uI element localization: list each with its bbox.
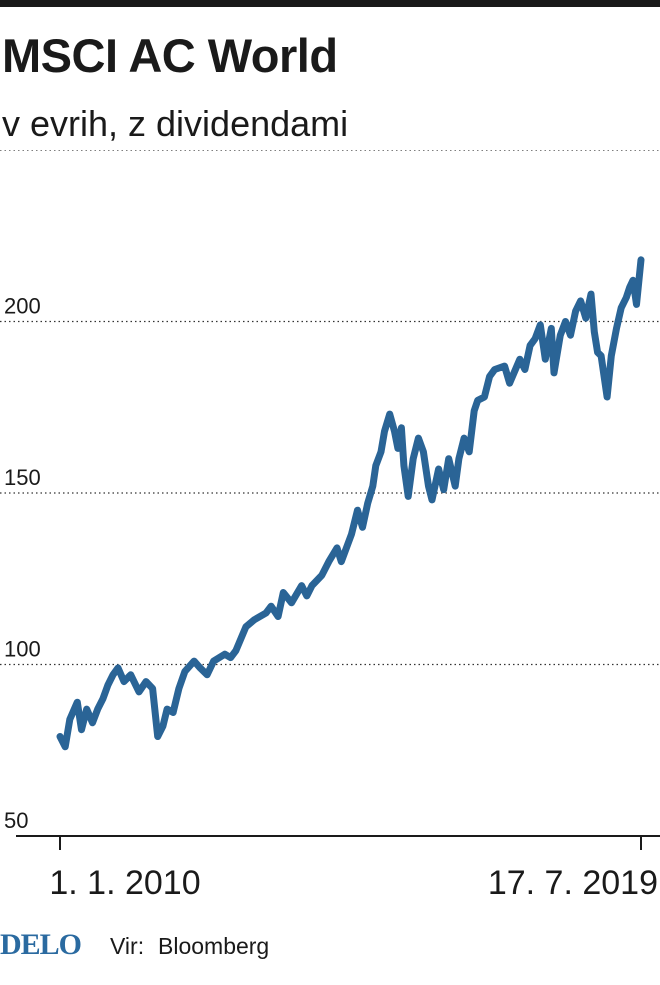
y-tick-label: 50 bbox=[4, 808, 28, 833]
y-axis-ticks: 50 100 150 200 bbox=[4, 294, 41, 834]
source-name: Bloomberg bbox=[158, 933, 270, 959]
chart-subtitle: v evrih, z dividendami bbox=[2, 103, 349, 144]
delo-logo: DELO bbox=[0, 928, 82, 961]
x-tick-label: 1. 1. 2010 bbox=[49, 864, 200, 895]
y-tick-label: 200 bbox=[4, 294, 41, 319]
series-line bbox=[56, 256, 645, 751]
top-rule bbox=[0, 0, 660, 7]
series-group bbox=[56, 256, 645, 751]
chart-title: MSCI AC World bbox=[2, 29, 338, 82]
source-label: Vir: bbox=[110, 933, 145, 959]
grid-lines bbox=[0, 150, 660, 666]
line-chart: 50 100 150 200 1. 1. 2010 17. 7. 2019 bbox=[0, 150, 660, 895]
y-tick-label: 100 bbox=[4, 637, 41, 662]
x-axis-ticks: 1. 1. 2010 17. 7. 2019 bbox=[49, 836, 658, 895]
y-tick-label: 150 bbox=[4, 465, 41, 490]
x-tick-label: 17. 7. 2019 bbox=[488, 864, 658, 895]
